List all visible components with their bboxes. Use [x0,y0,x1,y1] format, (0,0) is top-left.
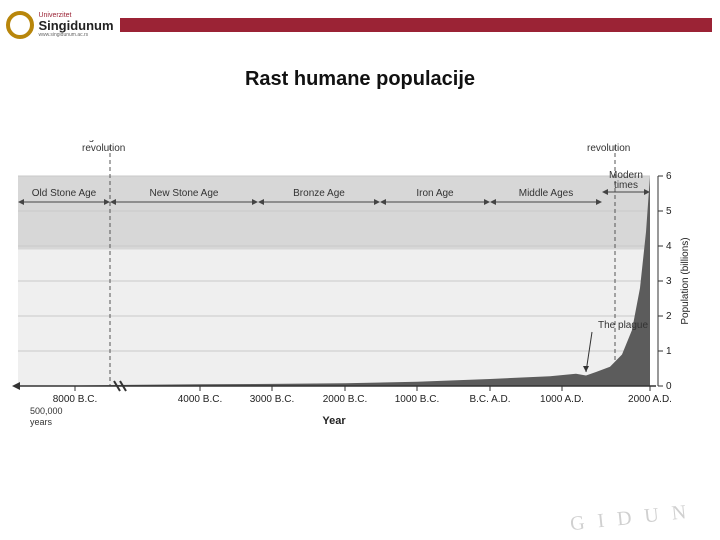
chart-svg: AgriculturalrevolutionIndustrialrevoluti… [10,140,700,440]
logo: Univerzitet Singidunum www.singidunum.ac… [0,0,120,50]
x-tick-label: 1000 B.C. [395,394,439,405]
population-chart: AgriculturalrevolutionIndustrialrevoluti… [10,140,700,440]
leader-label: years [30,417,53,427]
x-tick-label: 3000 B.C. [250,394,294,405]
title-text: Rast humane populacije [245,68,475,90]
header-red-bar [120,18,712,32]
era-label: Iron Age [416,188,454,199]
x-axis-label: Year [322,415,346,427]
y-tick-label: 5 [666,206,672,217]
header-bar: Univerzitet Singidunum www.singidunum.ac… [0,0,720,50]
x-tick-label: 1000 A.D. [540,394,584,405]
y-tick-label: 0 [666,381,672,392]
logo-ring-icon [6,11,34,39]
x-tick-label: B.C. A.D. [469,394,510,405]
era-label: Middle Ages [519,188,573,199]
era-label: Bronze Age [293,188,345,199]
y-axis-label: Population (billions) [680,237,691,324]
era-label: times [614,180,638,191]
logo-text: Univerzitet Singidunum www.singidunum.ac… [38,12,113,38]
slide-title: Rast humane populacije [0,68,720,91]
x-tick-label: 4000 B.C. [178,394,222,405]
x-tick-label: 2000 A.D. [628,394,672,405]
dash-label: revolution [587,143,630,154]
logo-primary: Singidunum [38,19,113,33]
y-tick-label: 1 [666,346,672,357]
era-label: Old Stone Age [32,188,97,199]
logo-url: www.singidunum.ac.rs [38,33,113,38]
y-tick-label: 6 [666,171,672,182]
y-tick-label: 4 [666,241,672,252]
y-tick-label: 3 [666,276,672,287]
x-tick-label: 8000 B.C. [53,394,97,405]
era-label: New Stone Age [150,188,219,199]
y-tick-label: 2 [666,311,672,322]
leader-label: 500,000 [30,406,63,416]
annotation-label: The plague [598,320,648,331]
x-tick-label: 2000 B.C. [323,394,367,405]
watermark: G I D U N [569,501,691,536]
dash-label: revolution [82,143,125,154]
